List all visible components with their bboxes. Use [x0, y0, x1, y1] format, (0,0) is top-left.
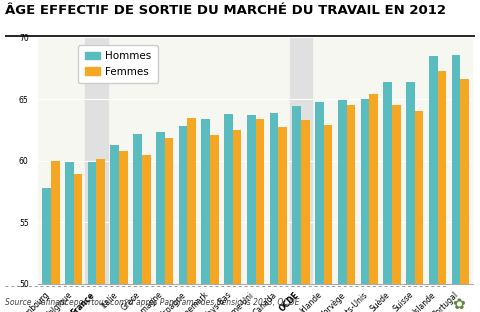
Bar [384, 82, 392, 284]
Bar [119, 151, 128, 284]
Bar [156, 132, 165, 284]
Bar [369, 94, 378, 284]
Bar [290, 37, 312, 284]
Bar [96, 159, 105, 284]
Bar [165, 139, 173, 284]
Bar [210, 135, 219, 284]
Text: ✿: ✿ [452, 297, 465, 312]
Bar [42, 188, 51, 284]
Bar [202, 119, 210, 284]
Bar [224, 114, 233, 284]
Bar [406, 82, 415, 284]
Bar [247, 115, 256, 284]
Bar [324, 125, 333, 284]
Bar [460, 79, 469, 284]
Bar [278, 127, 287, 284]
Bar [338, 100, 347, 284]
Bar [179, 126, 187, 284]
Bar [73, 174, 82, 284]
Text: Source : lafinancepourtous.com d’après Panorama des pensions 2013, OCDE: Source : lafinancepourtous.com d’après P… [5, 297, 300, 307]
Bar [88, 162, 96, 284]
Bar [270, 113, 278, 284]
Bar [85, 37, 108, 284]
Bar [233, 130, 241, 284]
Bar [51, 161, 60, 284]
Bar [429, 56, 438, 284]
Bar [142, 154, 151, 284]
Bar [187, 118, 196, 284]
Bar [301, 120, 310, 284]
Bar [438, 71, 446, 284]
Legend: Hommes, Femmes: Hommes, Femmes [78, 45, 158, 83]
Bar [65, 162, 73, 284]
Bar [392, 105, 401, 284]
Bar [110, 145, 119, 284]
Bar [255, 119, 264, 284]
Bar [415, 111, 423, 284]
Bar [133, 134, 142, 284]
Bar [292, 106, 301, 284]
Text: ÂGE EFFECTIF DE SORTIE DU MARCHÉ DU TRAVAIL EN 2012: ÂGE EFFECTIF DE SORTIE DU MARCHÉ DU TRAV… [5, 4, 446, 17]
Bar [360, 99, 369, 284]
Bar [452, 55, 460, 284]
Bar [315, 101, 324, 284]
Bar [347, 105, 355, 284]
